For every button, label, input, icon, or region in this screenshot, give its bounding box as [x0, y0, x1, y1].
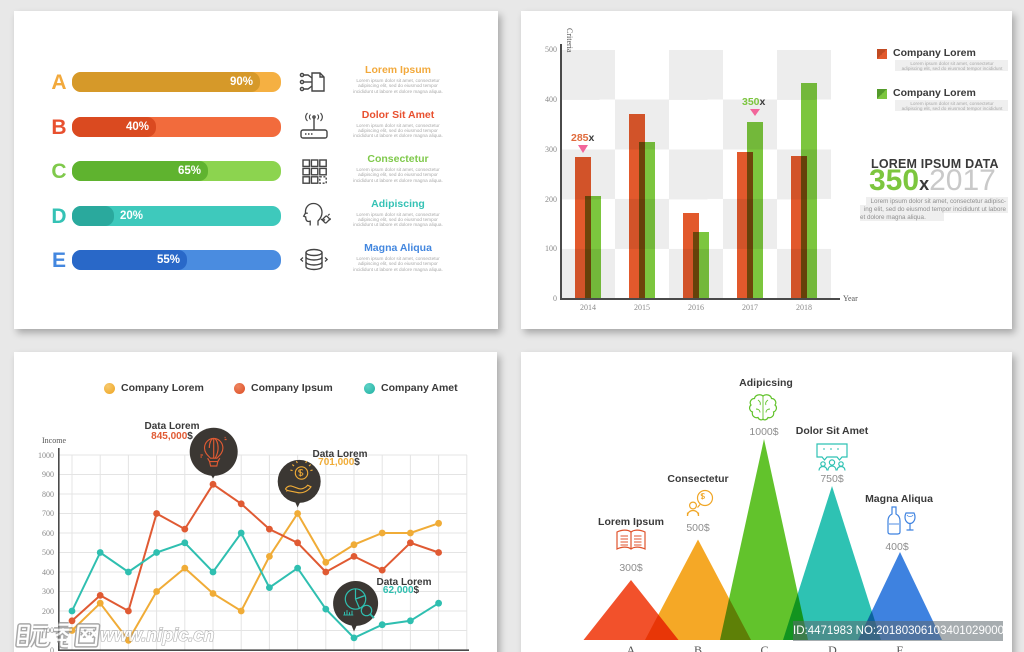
svg-text:www.nipic.cn: www.nipic.cn — [100, 625, 214, 645]
